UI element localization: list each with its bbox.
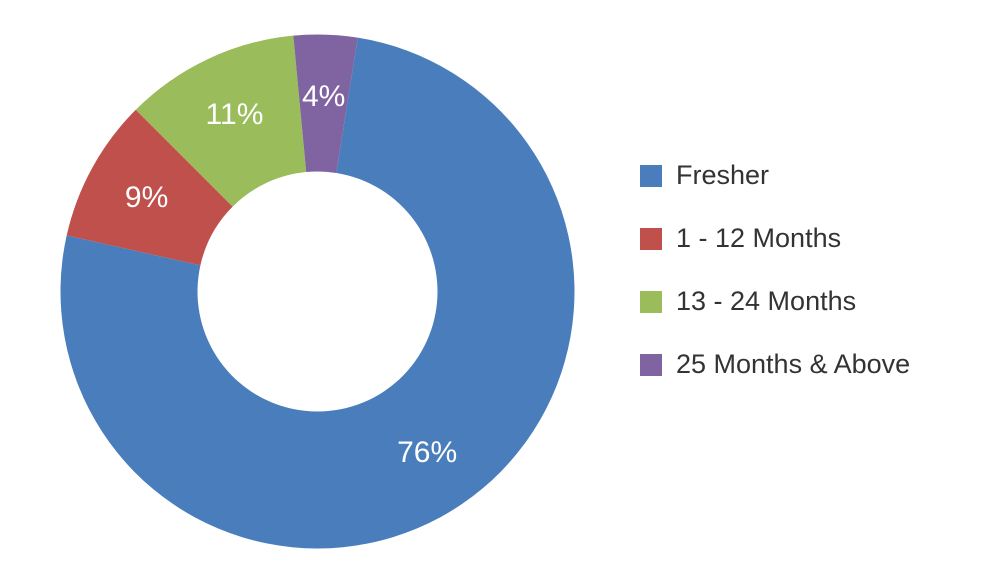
legend-label: 13 - 24 Months [676,286,856,317]
legend: Fresher 1 - 12 Months 13 - 24 Months 25 Mon… [640,160,910,412]
legend-label: Fresher [676,160,769,191]
legend-swatch [640,354,662,376]
legend-item: 25 Months & Above [640,349,910,380]
legend-swatch [640,228,662,250]
legend-item: Fresher [640,160,910,191]
donut-svg [60,34,575,549]
chart-container: 76%9%11%4% Fresher 1 - 12 Months 13 - 24 M… [0,0,1000,584]
donut-chart: 76%9%11%4% [60,34,575,549]
legend-label: 1 - 12 Months [676,223,841,254]
legend-swatch [640,291,662,313]
legend-item: 13 - 24 Months [640,286,910,317]
legend-item: 1 - 12 Months [640,223,910,254]
legend-swatch [640,165,662,187]
legend-label: 25 Months & Above [676,349,910,380]
